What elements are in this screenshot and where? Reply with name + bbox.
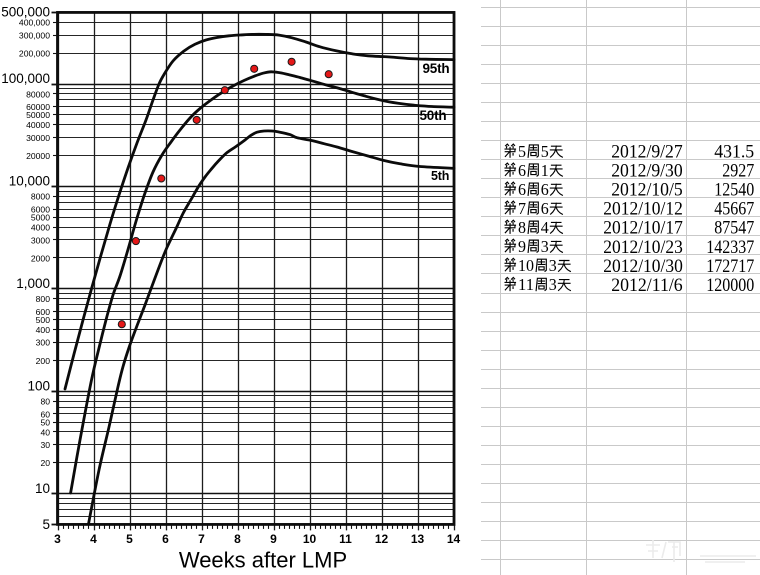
svg-text:4: 4 [541, 218, 549, 237]
svg-text:7: 7 [518, 199, 526, 218]
svg-text:4: 4 [90, 532, 97, 546]
svg-text:2012/11/6: 2012/11/6 [611, 275, 683, 296]
svg-text:6: 6 [518, 180, 526, 199]
svg-text:40: 40 [40, 427, 50, 437]
svg-text:9: 9 [518, 237, 526, 256]
svg-text:3000: 3000 [31, 235, 50, 245]
svg-text:4000: 4000 [31, 223, 50, 233]
svg-text:9: 9 [270, 532, 277, 546]
svg-text:95th: 95th [423, 61, 450, 76]
svg-text:45667: 45667 [714, 199, 754, 220]
svg-text:5th: 5th [431, 169, 449, 183]
svg-text:200: 200 [36, 356, 51, 366]
svg-text:2012/10/17: 2012/10/17 [603, 218, 683, 239]
svg-text:20: 20 [40, 458, 50, 468]
svg-text:Weeks after LMP: Weeks after LMP [179, 548, 347, 573]
svg-text:10: 10 [35, 481, 50, 496]
svg-text:13: 13 [411, 532, 425, 546]
svg-text:40000: 40000 [26, 120, 50, 130]
svg-text:6: 6 [162, 532, 169, 546]
svg-text:100: 100 [27, 378, 50, 393]
svg-text:2927: 2927 [722, 161, 754, 182]
svg-text:142337: 142337 [706, 237, 754, 258]
svg-text:2012/9/30: 2012/9/30 [611, 161, 683, 182]
svg-text:400: 400 [36, 325, 51, 335]
svg-text:2012/10/30: 2012/10/30 [603, 256, 683, 277]
svg-text:172717: 172717 [706, 256, 754, 277]
svg-text:3: 3 [549, 256, 557, 275]
svg-text:600: 600 [36, 307, 51, 317]
svg-text:14: 14 [447, 532, 461, 546]
svg-text:120000: 120000 [706, 275, 754, 296]
svg-text:30: 30 [40, 440, 50, 450]
svg-text:200,000: 200,000 [19, 49, 50, 59]
svg-text:50000: 50000 [26, 110, 50, 120]
svg-text:12: 12 [375, 532, 389, 546]
svg-text:300,000: 300,000 [19, 31, 50, 41]
svg-text:80000: 80000 [26, 89, 50, 99]
svg-text:6: 6 [541, 180, 549, 199]
svg-text:800: 800 [36, 294, 51, 304]
svg-text:10,000: 10,000 [9, 174, 50, 189]
svg-text:3: 3 [549, 275, 557, 294]
svg-text:1,000: 1,000 [16, 276, 50, 291]
svg-text:5: 5 [541, 142, 549, 161]
svg-text:80: 80 [40, 397, 50, 407]
svg-text:50: 50 [40, 417, 50, 427]
svg-text:20000: 20000 [26, 151, 50, 161]
svg-text:400,000: 400,000 [19, 18, 50, 28]
svg-text:100,000: 100,000 [1, 71, 50, 86]
svg-text:10: 10 [518, 256, 534, 275]
svg-text:2012/9/27: 2012/9/27 [611, 142, 683, 163]
svg-text:7: 7 [198, 532, 205, 546]
svg-text:1: 1 [541, 161, 549, 180]
svg-text:8: 8 [234, 532, 241, 546]
svg-text:2012/10/5: 2012/10/5 [611, 180, 683, 201]
svg-text:11: 11 [518, 275, 534, 294]
svg-text:6: 6 [541, 199, 549, 218]
svg-text:10: 10 [303, 532, 317, 546]
svg-text:12540: 12540 [714, 180, 754, 201]
svg-text:60: 60 [40, 409, 50, 419]
svg-text:500: 500 [36, 315, 51, 325]
svg-text:2000: 2000 [31, 253, 50, 263]
svg-text:8000: 8000 [31, 192, 50, 202]
svg-text:431.5: 431.5 [714, 142, 754, 163]
svg-text:300: 300 [36, 338, 51, 348]
svg-text:30000: 30000 [26, 133, 50, 143]
svg-text:6000: 6000 [31, 205, 50, 215]
svg-text:3: 3 [541, 237, 549, 256]
svg-text:2012/10/12: 2012/10/12 [603, 199, 683, 220]
svg-text:8: 8 [518, 218, 526, 237]
svg-text:5: 5 [126, 532, 133, 546]
svg-text:500,000: 500,000 [1, 5, 50, 20]
svg-text:60000: 60000 [26, 102, 50, 112]
svg-text:50th: 50th [420, 108, 447, 123]
svg-text:87547: 87547 [714, 218, 754, 239]
svg-text:2012/10/23: 2012/10/23 [603, 237, 683, 258]
svg-text:5000: 5000 [31, 213, 50, 223]
svg-text:5: 5 [518, 142, 526, 161]
svg-text:6: 6 [518, 161, 526, 180]
svg-text:5: 5 [42, 517, 50, 532]
svg-text:11: 11 [339, 532, 352, 546]
svg-text:3: 3 [54, 532, 61, 546]
